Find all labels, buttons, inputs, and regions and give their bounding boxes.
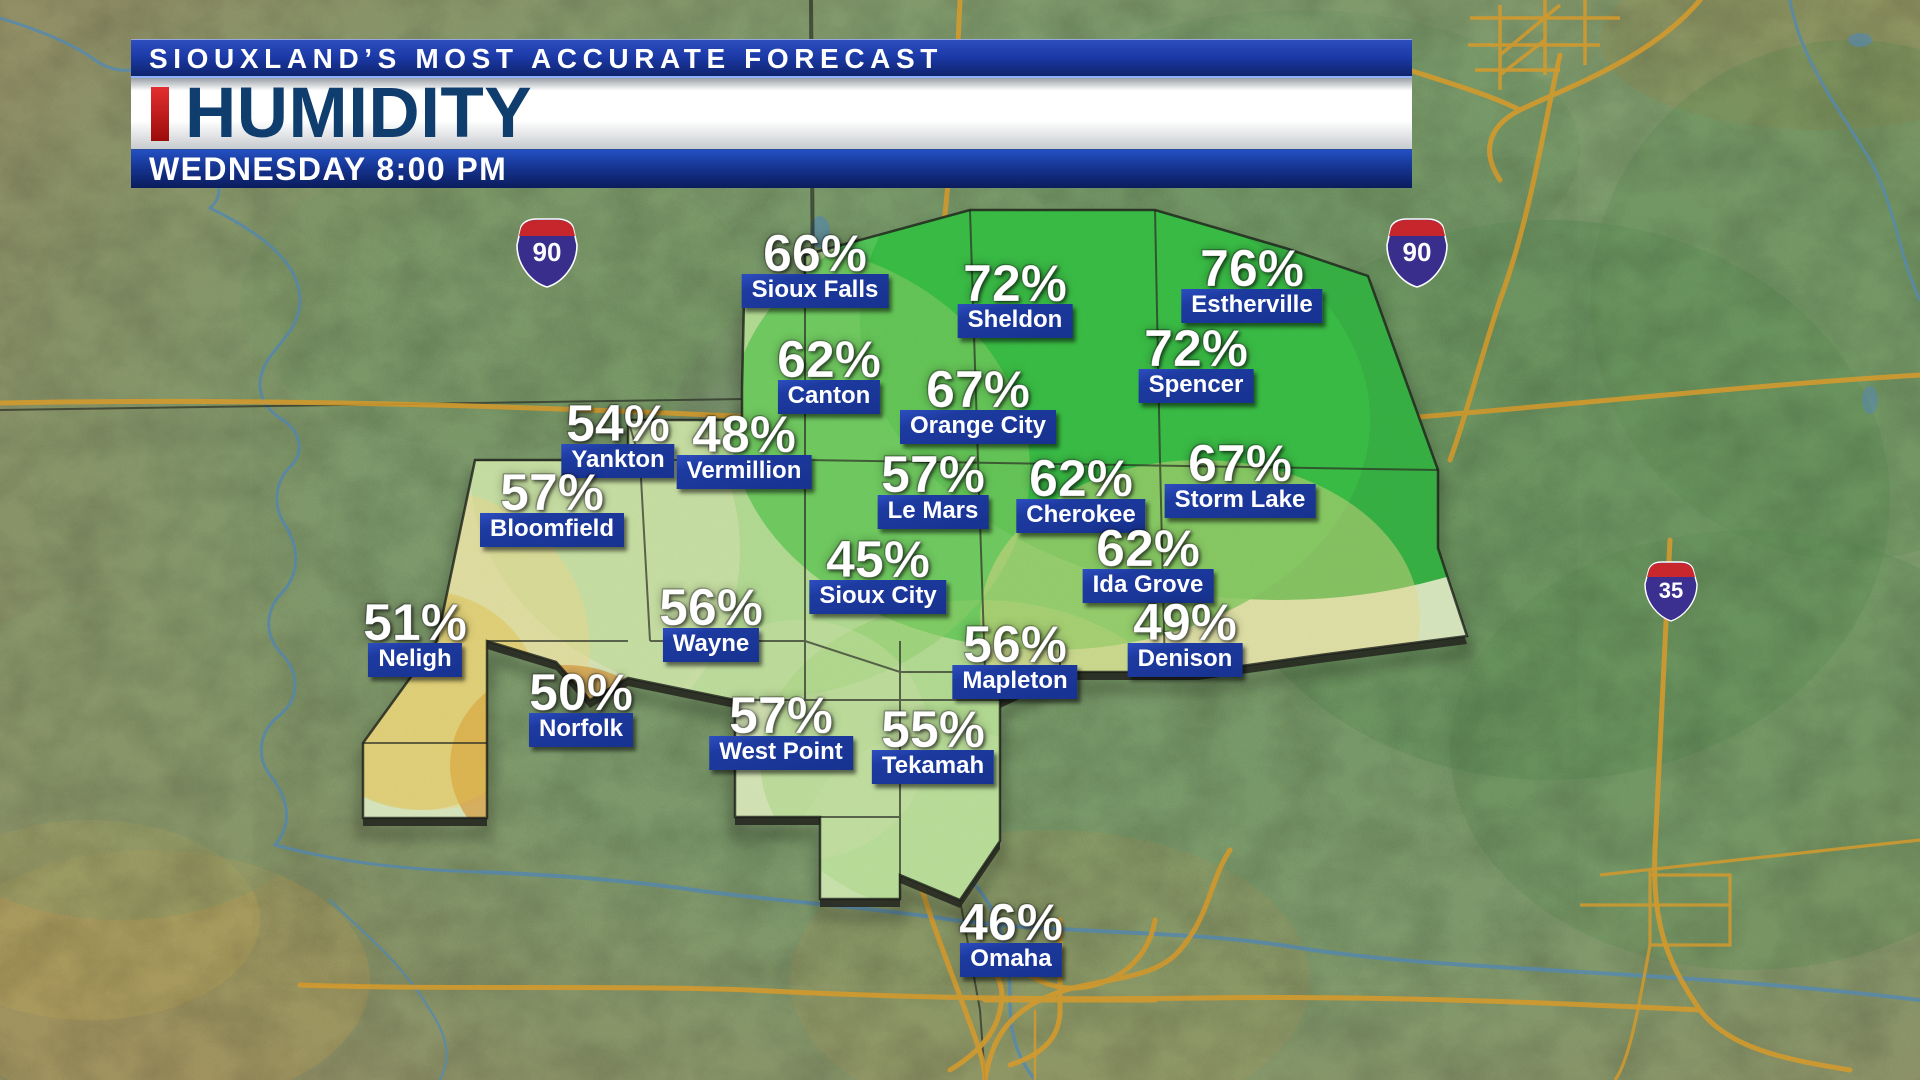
svg-text:35: 35 [1659, 578, 1683, 603]
svg-text:90: 90 [533, 237, 562, 267]
svg-text:90: 90 [1403, 237, 1432, 267]
